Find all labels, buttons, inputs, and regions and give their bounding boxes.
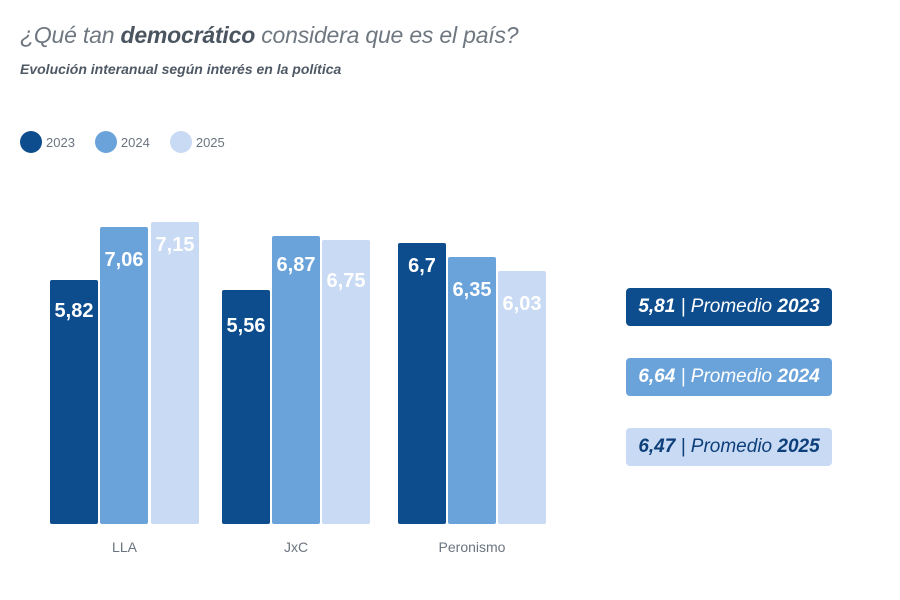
- bar-lla-2023[interactable]: 5,82: [50, 280, 98, 524]
- bar-lla-2025[interactable]: 7,15: [151, 222, 199, 524]
- legend-dot-icon: [169, 131, 192, 153]
- average-value: 5,81: [638, 296, 676, 317]
- average-badge-2025: 6,47 | Promedio 2025: [626, 428, 832, 466]
- category-label-jxc: JxC: [283, 539, 309, 555]
- bar-peronismo-2024[interactable]: 6,35: [448, 257, 496, 524]
- average-year: 2025: [777, 436, 820, 457]
- legend: 2023 2024 2025: [20, 131, 245, 153]
- average-label: | Promedio: [675, 366, 778, 387]
- legend-label: 2023: [46, 134, 75, 150]
- legend-label: 2024: [120, 134, 150, 150]
- bar-value: 5,56: [226, 315, 266, 337]
- title-bold: democrático: [120, 22, 256, 48]
- title-pre: ¿Qué tan: [20, 22, 121, 48]
- average-label: | Promedio: [675, 296, 778, 317]
- bar-value: 7,15: [155, 234, 195, 256]
- average-badge-2024: 6,64 | Promedio 2024: [626, 358, 832, 396]
- bar-value: 5,82: [54, 300, 94, 322]
- category-label-lla: LLA: [112, 539, 137, 555]
- bar-lla-2024[interactable]: 7,06: [100, 227, 148, 524]
- legend-item-2023[interactable]: 2023: [20, 131, 75, 153]
- bar-jxc-2025[interactable]: 6,75: [322, 240, 370, 524]
- bar-jxc-2023[interactable]: 5,56: [222, 290, 270, 524]
- legend-dot-icon: [20, 131, 42, 153]
- bar-value: 6,87: [276, 254, 316, 276]
- average-value: 6,64: [638, 366, 676, 387]
- bar-value: 6,35: [452, 279, 492, 301]
- category-label-peronismo: Peronismo: [438, 539, 506, 555]
- legend-label: 2025: [195, 134, 225, 150]
- legend-item-2025[interactable]: 2025: [169, 131, 225, 153]
- chart-subtitle: Evolución interanual según interés en la…: [20, 61, 342, 77]
- title-post: considera que es el país?: [255, 22, 519, 48]
- legend-item-2024[interactable]: 2024: [94, 131, 150, 153]
- average-year: 2024: [777, 366, 820, 387]
- chart-title: ¿Qué tan democrático considera que es el…: [20, 22, 519, 49]
- bar-peronismo-2023[interactable]: 6,7: [398, 243, 446, 524]
- average-badge-2023: 5,81 | Promedio 2023: [626, 288, 832, 326]
- bar-value: 6,03: [502, 293, 542, 315]
- bar-value: 7,06: [104, 249, 144, 271]
- average-value: 6,47: [638, 436, 676, 457]
- bar-value: 6,7: [408, 255, 436, 277]
- average-year: 2023: [777, 296, 820, 317]
- legend-dot-icon: [94, 131, 117, 153]
- average-label: | Promedio: [675, 436, 778, 457]
- bar-value: 6,75: [326, 270, 366, 292]
- bar-peronismo-2025[interactable]: 6,03: [498, 271, 546, 524]
- bar-jxc-2024[interactable]: 6,87: [272, 236, 320, 524]
